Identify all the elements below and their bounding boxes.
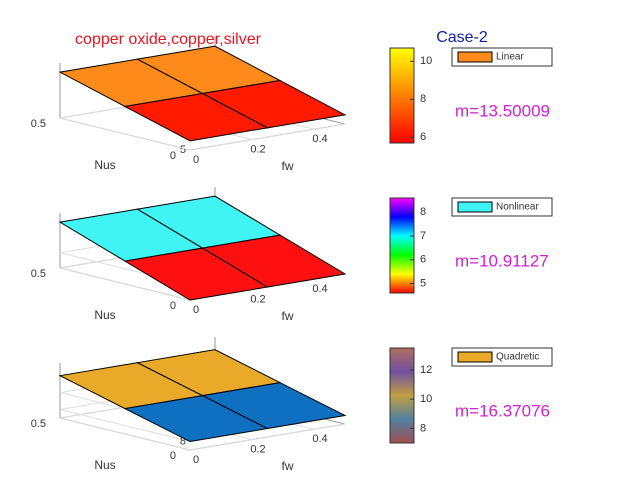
colorbar-tick-label: 6 xyxy=(420,254,426,266)
y-tick-label: 0 xyxy=(170,450,176,462)
colorbar xyxy=(389,47,415,144)
figure-title: copper oxide,copper,silver xyxy=(75,31,262,48)
y-tick-label: 0.5 xyxy=(31,268,46,280)
x-axis-label: fw xyxy=(282,459,294,473)
x-axis-label: fw xyxy=(282,309,294,323)
x-tick-label: 0.2 xyxy=(250,444,265,456)
grid-line xyxy=(189,423,346,451)
x-axis-label: fw xyxy=(282,159,294,173)
legend-swatch xyxy=(457,351,493,363)
legend-label: Quadretic xyxy=(496,352,539,363)
colorbar-tick-label: 7 xyxy=(420,230,426,242)
y-tick-label: 0 xyxy=(170,300,176,312)
z-tick-label: 5 xyxy=(180,144,186,156)
case-label: Case-2 xyxy=(436,29,488,46)
colorbar-tick-label: 12 xyxy=(420,364,432,376)
surface-patch xyxy=(201,234,347,288)
colorbar-tick-label: 6 xyxy=(420,131,426,143)
colorbar-tick-label: 8 xyxy=(420,422,426,434)
z-tick-label: 8 xyxy=(180,435,186,447)
y-axis-label: Nus xyxy=(94,308,115,322)
legend-swatch xyxy=(457,51,493,63)
y-axis-label: Nus xyxy=(94,158,115,172)
colorbar-tick-label: 8 xyxy=(420,206,426,218)
grid-line xyxy=(59,267,191,301)
x-tick-label: 0 xyxy=(193,154,199,166)
surface-patch xyxy=(200,382,347,430)
colorbar-tick-label: 10 xyxy=(420,393,432,405)
colorbar-tick-label: 8 xyxy=(420,93,426,105)
x-tick-label: 0 xyxy=(193,454,199,466)
colorbar-tick-label: 10 xyxy=(420,55,432,67)
legend-label: Linear xyxy=(496,52,524,63)
x-tick-label: 0.4 xyxy=(312,433,327,445)
colorbar-tick-label: 5 xyxy=(420,277,426,289)
colorbar xyxy=(389,197,415,294)
surface-patch xyxy=(200,79,347,129)
annotation: m=13.50009 xyxy=(455,101,550,120)
colorbar xyxy=(389,347,415,444)
x-tick-label: 0 xyxy=(193,304,199,316)
annotation: m=16.37076 xyxy=(455,401,550,420)
grid-line xyxy=(59,417,191,451)
grid-line xyxy=(59,117,191,151)
x-tick-label: 0.2 xyxy=(250,294,265,306)
grid-line xyxy=(189,123,346,151)
y-axis-label: Nus xyxy=(94,458,115,472)
x-tick-label: 0.4 xyxy=(312,283,327,295)
x-tick-label: 0.4 xyxy=(312,133,327,145)
x-tick-label: 0.2 xyxy=(250,144,265,156)
y-tick-label: 0.5 xyxy=(31,118,46,130)
legend-label: Nonlinear xyxy=(496,202,539,213)
y-tick-label: 0.5 xyxy=(31,418,46,430)
annotation: m=10.91127 xyxy=(455,251,549,270)
legend-swatch xyxy=(457,201,493,213)
y-tick-label: 0 xyxy=(170,150,176,162)
